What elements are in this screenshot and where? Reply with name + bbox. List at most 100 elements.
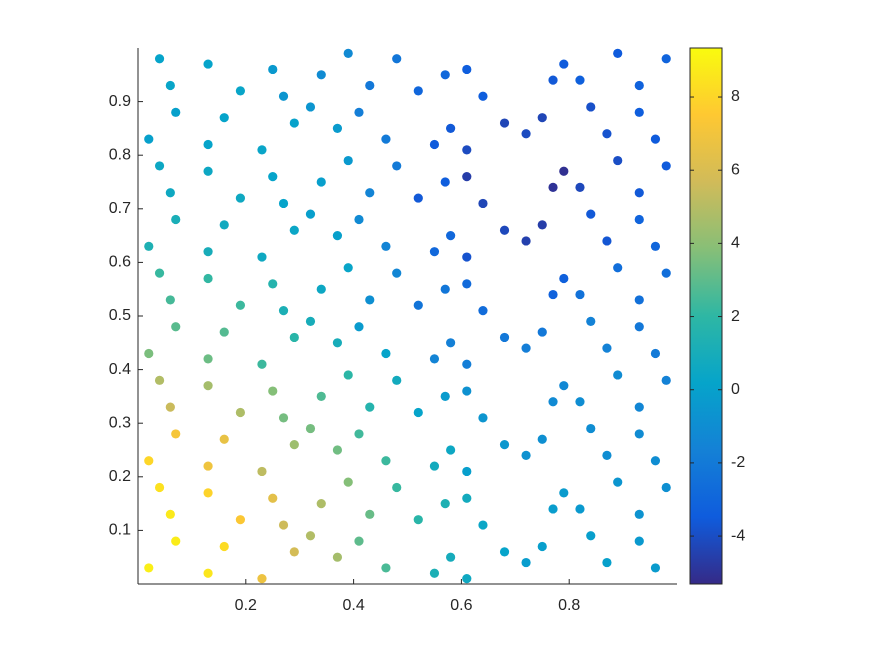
point bbox=[548, 182, 558, 192]
point bbox=[429, 354, 440, 364]
point bbox=[650, 134, 661, 144]
point bbox=[154, 482, 165, 493]
point bbox=[462, 279, 472, 289]
point bbox=[559, 488, 569, 498]
colorbar bbox=[689, 47, 723, 585]
point bbox=[613, 477, 623, 487]
point bbox=[429, 568, 440, 578]
y-tick-label: 0.1 bbox=[109, 522, 131, 539]
point bbox=[650, 348, 661, 359]
point bbox=[305, 209, 316, 219]
point bbox=[613, 48, 623, 58]
point bbox=[440, 284, 450, 294]
point bbox=[537, 541, 547, 552]
point bbox=[165, 80, 175, 91]
point bbox=[413, 86, 423, 96]
point bbox=[602, 557, 612, 568]
point bbox=[478, 306, 488, 316]
point bbox=[154, 161, 165, 171]
x-tick-label: 0.6 bbox=[450, 597, 472, 614]
point bbox=[316, 70, 326, 80]
point bbox=[257, 466, 267, 477]
point bbox=[446, 445, 456, 455]
point bbox=[440, 70, 450, 80]
point bbox=[559, 59, 569, 69]
point bbox=[203, 59, 213, 69]
point bbox=[586, 423, 596, 434]
point bbox=[413, 193, 423, 203]
point bbox=[381, 241, 391, 251]
point bbox=[559, 166, 569, 176]
point bbox=[381, 348, 391, 359]
point bbox=[235, 86, 246, 96]
point bbox=[154, 375, 165, 385]
point bbox=[165, 188, 175, 198]
colorbar-tick-label: 4 bbox=[731, 235, 740, 252]
point bbox=[365, 188, 375, 198]
points bbox=[144, 48, 671, 584]
point bbox=[316, 177, 326, 187]
point bbox=[446, 231, 456, 241]
point bbox=[429, 461, 440, 471]
point bbox=[462, 493, 472, 503]
point bbox=[548, 397, 558, 407]
point bbox=[365, 295, 375, 305]
point bbox=[257, 145, 267, 155]
point bbox=[429, 247, 440, 257]
colorbar-tick-label: 8 bbox=[731, 88, 740, 105]
point bbox=[602, 236, 612, 246]
point bbox=[586, 316, 596, 326]
point bbox=[316, 391, 326, 401]
point bbox=[462, 172, 472, 182]
point bbox=[634, 509, 644, 519]
point bbox=[171, 214, 181, 225]
point bbox=[521, 236, 531, 246]
point bbox=[268, 64, 278, 75]
point bbox=[289, 440, 299, 450]
point bbox=[586, 102, 596, 112]
point bbox=[650, 456, 661, 466]
point bbox=[144, 348, 154, 359]
point bbox=[235, 300, 246, 310]
colorbar-tick-label: -2 bbox=[731, 454, 745, 471]
point bbox=[305, 316, 316, 326]
point bbox=[365, 509, 375, 519]
point bbox=[165, 402, 175, 412]
colorbar-tick-label: 0 bbox=[731, 381, 740, 398]
point bbox=[343, 477, 353, 487]
point bbox=[268, 386, 278, 396]
point bbox=[462, 64, 472, 75]
point bbox=[354, 429, 364, 439]
point bbox=[521, 450, 531, 460]
colorbar-tick-label: -4 bbox=[731, 527, 745, 544]
point bbox=[586, 531, 596, 541]
point bbox=[203, 354, 213, 364]
point bbox=[602, 343, 612, 353]
point bbox=[462, 574, 472, 584]
y-tick-label: 0.3 bbox=[109, 414, 131, 431]
point bbox=[661, 375, 671, 385]
point bbox=[462, 466, 472, 477]
point bbox=[257, 574, 267, 584]
point bbox=[537, 220, 547, 230]
point bbox=[634, 322, 644, 332]
point bbox=[381, 134, 391, 144]
point bbox=[268, 493, 278, 503]
point bbox=[171, 536, 181, 546]
x-tick-label: 0.2 bbox=[235, 597, 257, 614]
point bbox=[602, 450, 612, 460]
point bbox=[613, 155, 623, 166]
point bbox=[462, 145, 472, 155]
point bbox=[278, 198, 289, 209]
y-tick-label: 0.4 bbox=[109, 361, 131, 378]
point bbox=[575, 289, 585, 300]
colorbar-tick-label: 6 bbox=[731, 161, 740, 178]
point bbox=[661, 268, 671, 278]
point bbox=[203, 273, 213, 284]
point bbox=[343, 48, 353, 58]
y-tick-label: 0.2 bbox=[109, 468, 131, 485]
point bbox=[392, 268, 402, 278]
point bbox=[332, 123, 343, 133]
